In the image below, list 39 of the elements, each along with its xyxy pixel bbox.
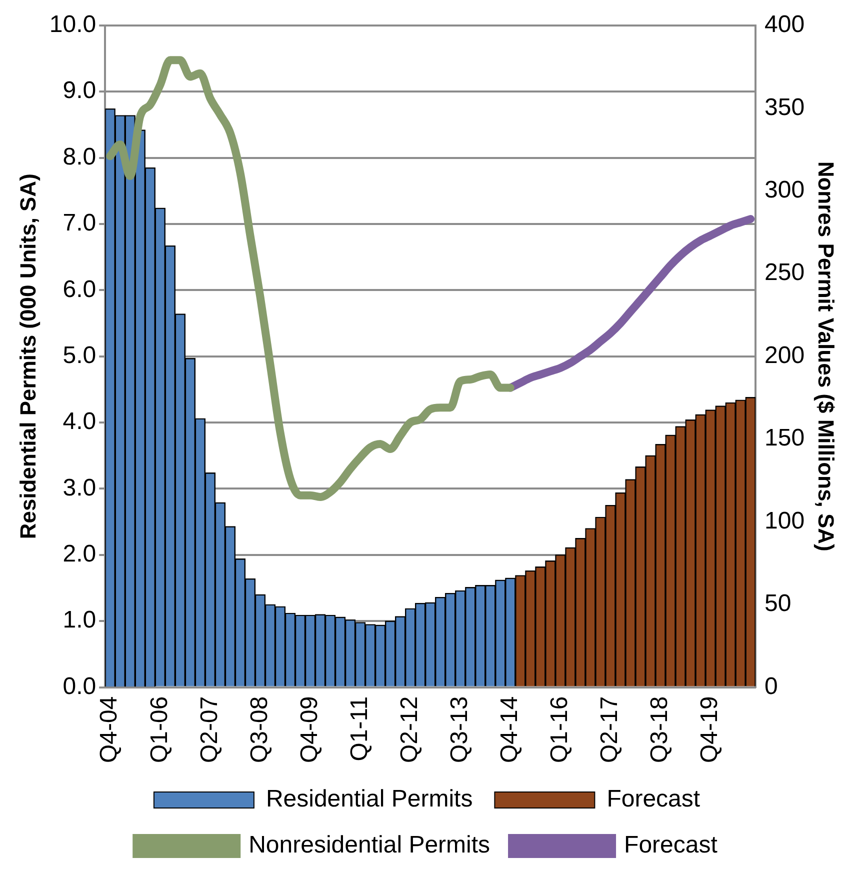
y2-axis-title: Nonres Permit Values ($ Millions, SA) xyxy=(814,161,839,552)
x-tick-label: Q2-17 xyxy=(596,696,624,763)
y2-tick-label: 100 xyxy=(764,507,805,534)
y-tick-label: 10.0 xyxy=(49,11,96,38)
x-tick-label: Q3-18 xyxy=(646,696,674,763)
y2-tick-label: 350 xyxy=(764,94,805,121)
y-tick-label: 0.0 xyxy=(62,672,96,700)
legend-label: Nonresidential Permits xyxy=(248,832,490,859)
x-tick-label: Q3-08 xyxy=(246,696,273,763)
y2-tick-label: 0 xyxy=(764,672,778,700)
x-tick-label: Q1-06 xyxy=(146,696,173,763)
y-tick-label: 6.0 xyxy=(62,276,96,303)
y2-tick-label: 400 xyxy=(764,11,805,38)
y2-tick-label: 200 xyxy=(764,342,805,369)
legend-label: Forecast xyxy=(606,786,700,813)
y-tick-label: 3.0 xyxy=(62,474,96,502)
y-tick-label: 1.0 xyxy=(62,606,96,634)
y-tick-label: 8.0 xyxy=(62,143,96,170)
x-tick-label: Q2-12 xyxy=(396,696,423,763)
x-tick-label: Q4-14 xyxy=(496,696,524,763)
x-tick-label: Q1-16 xyxy=(546,696,574,763)
x-tick-label: Q4-04 xyxy=(96,696,123,763)
y-tick-label: 7.0 xyxy=(62,210,96,237)
y-tick-label: 9.0 xyxy=(62,77,96,104)
x-tick-label: Q2-07 xyxy=(196,696,223,763)
y-tick-label: 5.0 xyxy=(62,342,96,369)
y2-tick-label: 150 xyxy=(764,424,805,452)
x-tick-label: Q3-13 xyxy=(446,696,473,763)
legend-label: Residential Permits xyxy=(266,786,473,813)
y2-tick-label: 300 xyxy=(764,176,805,204)
y-tick-label: 4.0 xyxy=(62,408,96,436)
x-tick-label: Q4-09 xyxy=(296,696,323,763)
x-tick-label: Q1-11 xyxy=(346,696,373,762)
y-tick-label: 2.0 xyxy=(62,540,96,568)
y-axis-title: Residential Permits (000 Units, SA) xyxy=(15,174,40,540)
y2-tick-label: 50 xyxy=(764,590,792,618)
x-tick-label: Q4-19 xyxy=(696,696,724,763)
legend-label: Forecast xyxy=(624,832,718,859)
y2-tick-label: 250 xyxy=(764,259,805,286)
